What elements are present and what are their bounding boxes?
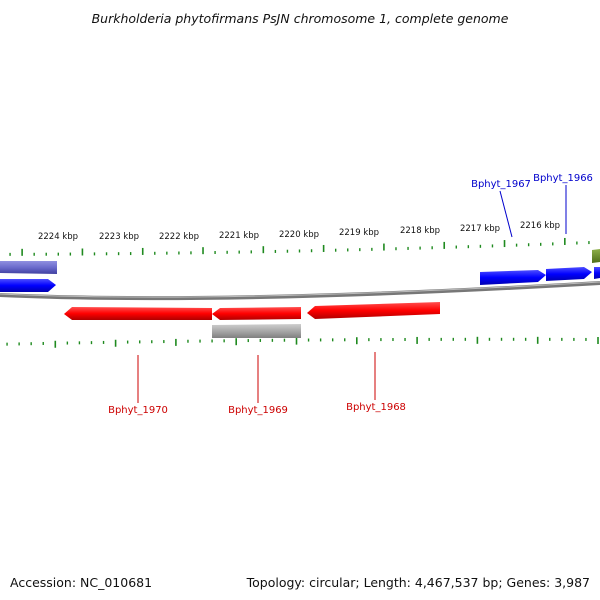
reverse-gene[interactable] <box>307 302 440 319</box>
faded-feature[interactable] <box>0 261 57 274</box>
forward-gene[interactable] <box>480 270 546 285</box>
ruler-label: 2217 kbp <box>460 224 500 234</box>
ruler-label: 2219 kbp <box>339 228 379 238</box>
rna-feature[interactable] <box>212 324 301 338</box>
leader-line <box>499 190 513 238</box>
ruler-label: 2216 kbp <box>520 221 560 231</box>
gene-label-bphyt-1970[interactable]: Bphyt_1970 <box>108 405 168 416</box>
ruler-ticks <box>6 237 599 348</box>
forward-gene[interactable] <box>546 267 592 281</box>
ruler-labels: 2224 kbp 2223 kbp 2222 kbp 2221 kbp 2220… <box>38 221 560 242</box>
other-feature[interactable] <box>592 249 600 263</box>
accession-text: Accession: NC_010681 <box>10 575 153 590</box>
reverse-gene[interactable] <box>64 307 212 320</box>
gene-label-bphyt-1968[interactable]: Bphyt_1968 <box>346 402 406 413</box>
ruler-label: 2221 kbp <box>219 231 259 241</box>
reverse-genes <box>64 302 440 338</box>
ruler-label: 2224 kbp <box>38 232 78 242</box>
ruler-label: 2222 kbp <box>159 232 199 242</box>
gene-label-bphyt-1966[interactable]: Bphyt_1966 <box>533 173 593 184</box>
gene-label-bphyt-1967[interactable]: Bphyt_1967 <box>471 179 531 190</box>
ruler-label: 2218 kbp <box>400 226 440 236</box>
map-title: Burkholderia phytofirmans PsJN chromosom… <box>92 11 509 26</box>
forward-gene[interactable] <box>0 279 56 292</box>
gene-labels: Bphyt_1967 Bphyt_1966 Bphyt_1970 Bphyt_1… <box>108 173 593 416</box>
forward-genes <box>0 249 600 292</box>
reverse-gene[interactable] <box>212 307 301 320</box>
ruler-label: 2223 kbp <box>99 232 139 242</box>
gene-label-bphyt-1969[interactable]: Bphyt_1969 <box>228 405 288 416</box>
forward-gene[interactable] <box>594 267 600 279</box>
chromosome-backbone <box>0 281 600 301</box>
genome-summary-text: Topology: circular; Length: 4,467,537 bp… <box>246 575 590 590</box>
chromosome-backbone-highlight <box>0 281 600 298</box>
ruler-label: 2220 kbp <box>279 230 319 240</box>
gene-leaders <box>137 185 567 403</box>
